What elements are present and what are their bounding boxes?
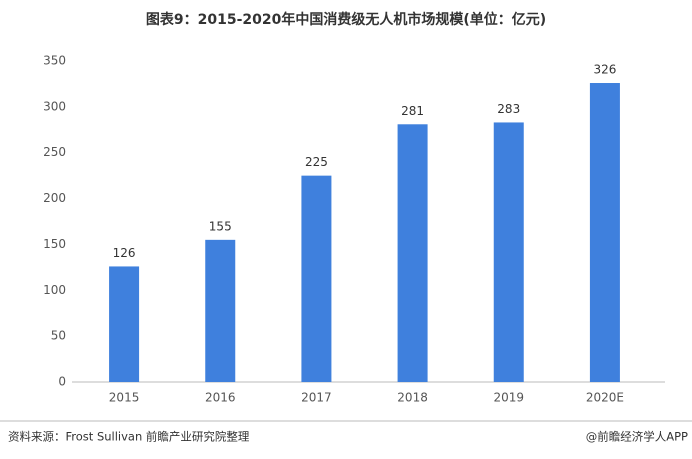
value-label: 326 <box>593 63 616 77</box>
x-tick-label: 2020E <box>586 391 624 405</box>
y-tick-label: 350 <box>43 54 66 68</box>
x-tick-label: 2018 <box>397 391 428 405</box>
chart-title: 图表9：2015-2020年中国消费级无人机市场规模(单位：亿元) <box>146 11 546 28</box>
bar <box>109 266 140 382</box>
bar <box>397 124 428 382</box>
value-label: 155 <box>209 219 232 233</box>
x-tick-label: 2019 <box>493 391 524 405</box>
y-tick-label: 250 <box>43 145 66 159</box>
y-tick-label: 200 <box>43 191 66 205</box>
bar <box>589 83 620 383</box>
y-tick-label: 100 <box>43 283 66 297</box>
credit: @前瞻经济学人APP <box>586 430 688 444</box>
y-tick-label: 150 <box>43 237 66 251</box>
value-label: 281 <box>401 104 424 118</box>
bar <box>205 239 236 382</box>
value-label: 283 <box>497 102 520 116</box>
value-label: 126 <box>113 246 136 260</box>
x-tick-label: 2015 <box>109 391 140 405</box>
y-tick-label: 0 <box>58 375 66 389</box>
y-tick-label: 300 <box>43 99 66 113</box>
y-tick-label: 50 <box>51 329 66 343</box>
value-label: 225 <box>305 155 328 169</box>
x-tick-label: 2017 <box>301 391 332 405</box>
bar <box>493 122 524 382</box>
bar <box>301 175 332 382</box>
x-tick-label: 2016 <box>205 391 236 405</box>
source-note: 资料来源：Frost Sullivan 前瞻产业研究院整理 <box>8 430 250 444</box>
